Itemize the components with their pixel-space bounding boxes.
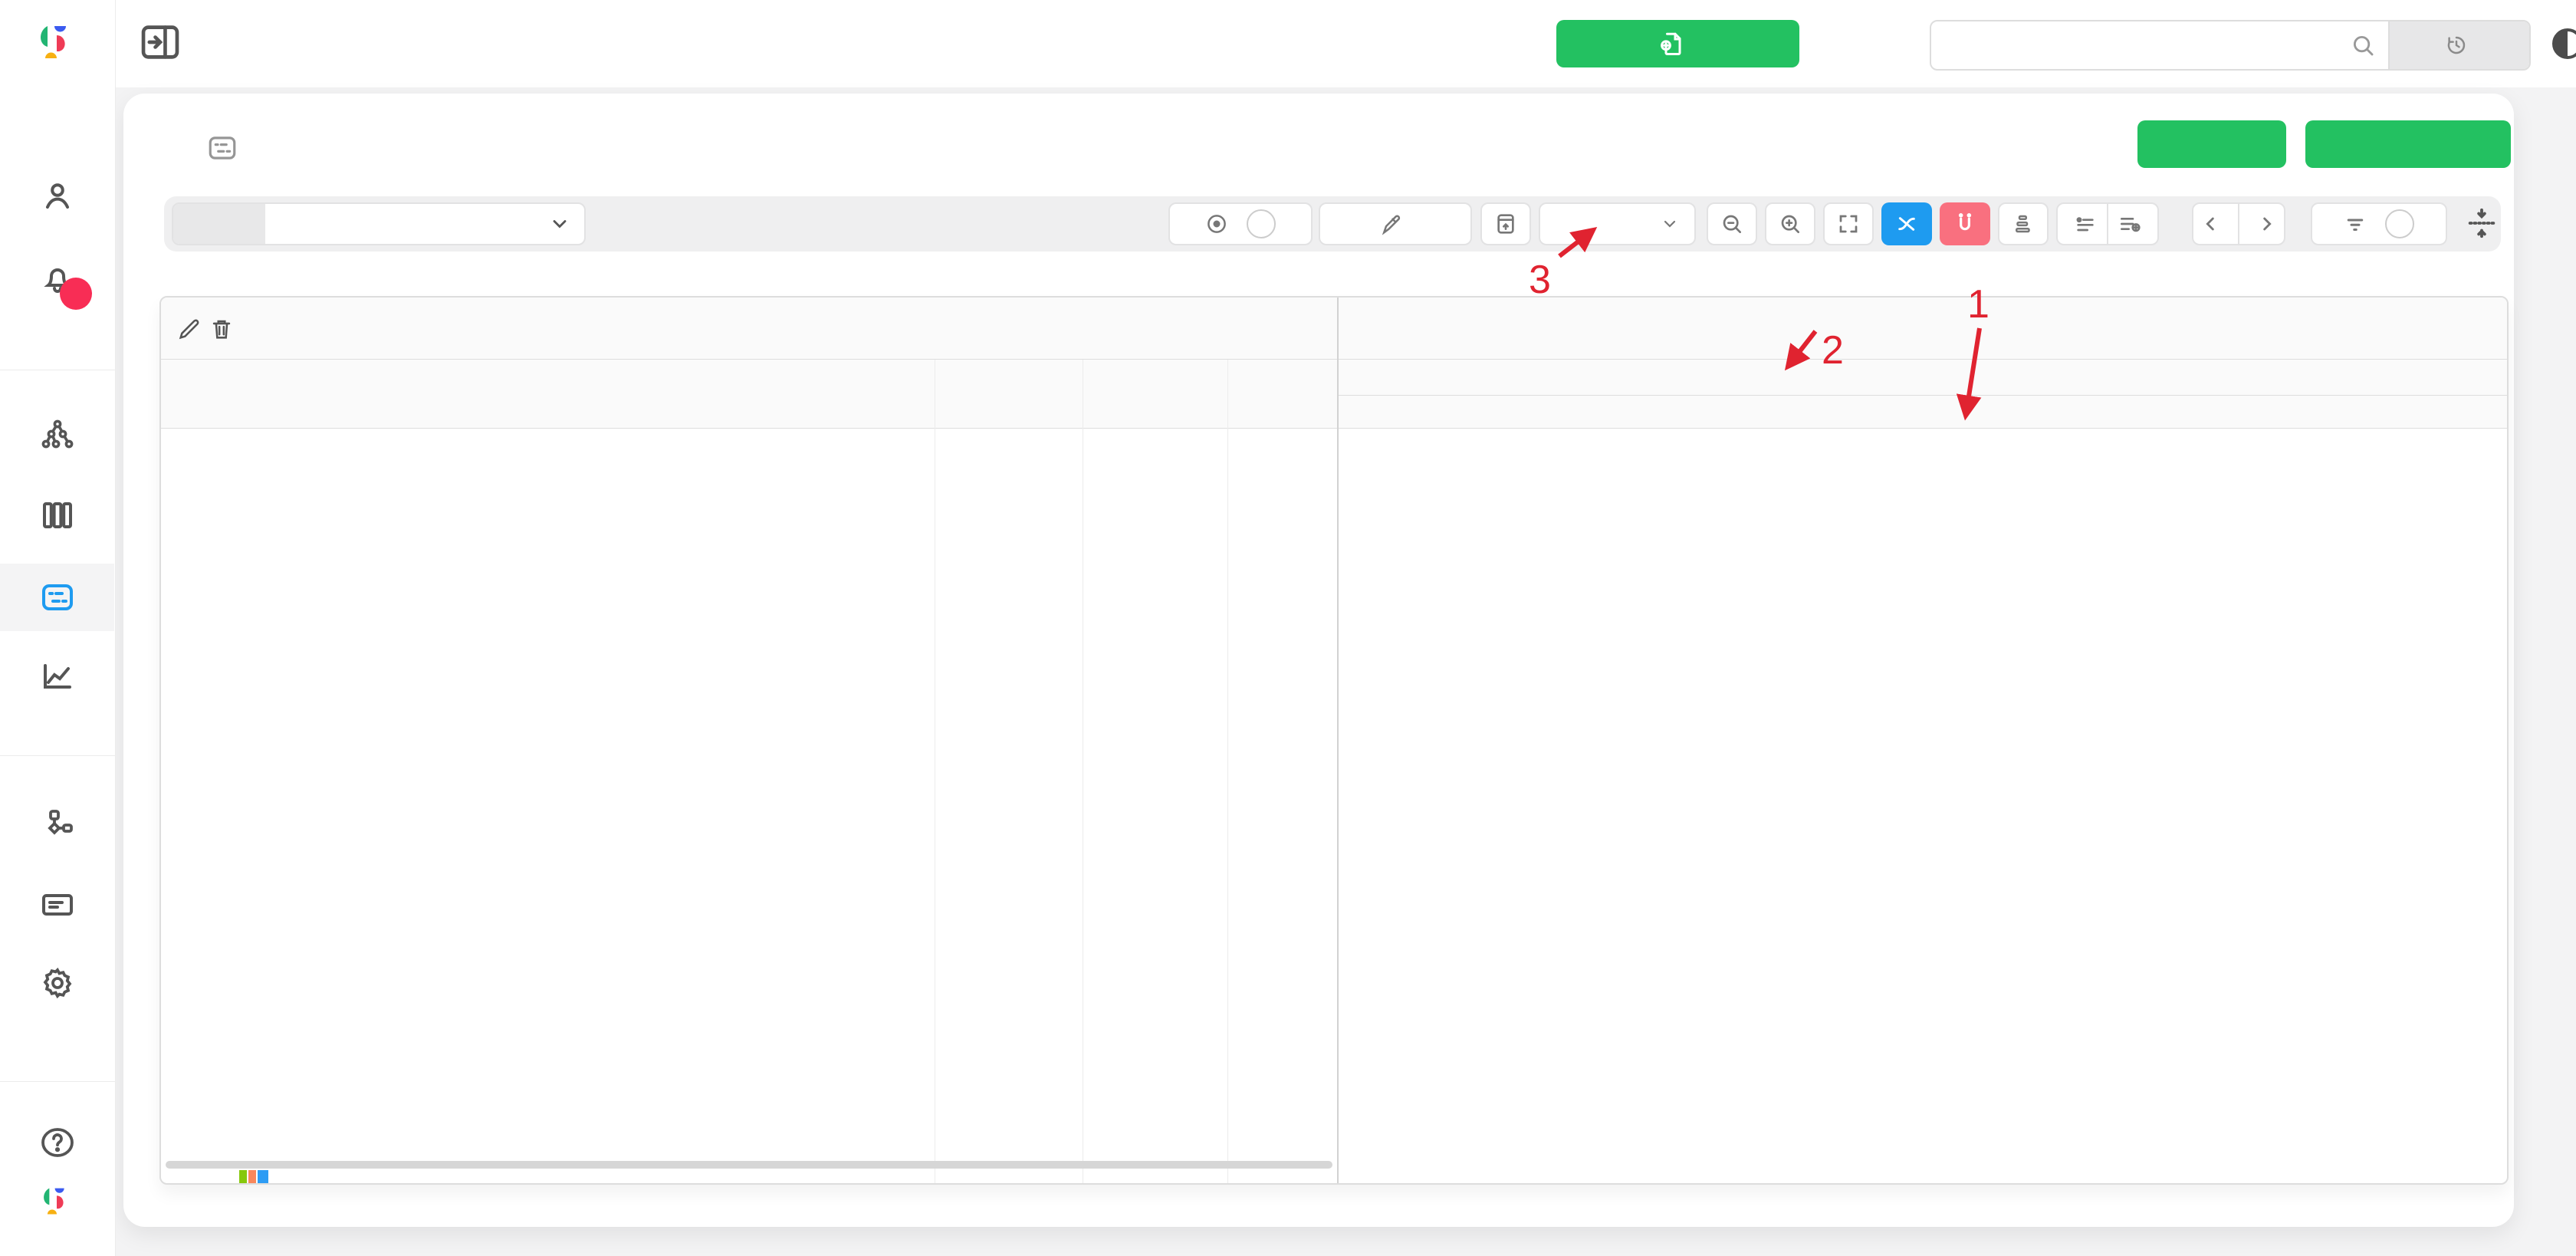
gantt-chart	[1337, 298, 2507, 1183]
timeline-weeks	[1337, 360, 2507, 396]
scenarios-button[interactable]	[1319, 202, 1472, 245]
column-headers	[161, 360, 1337, 429]
app-logo	[41, 26, 66, 58]
add-row-icon	[2121, 218, 2141, 232]
collapse-sidebar-icon[interactable]	[136, 18, 184, 66]
fullscreen-icon	[1839, 215, 1858, 233]
zoom-out-icon	[1723, 215, 1741, 233]
card-form-icon[interactable]	[39, 886, 76, 923]
settings-gear-icon[interactable]	[39, 965, 76, 1001]
eye-icon	[1208, 215, 1226, 233]
hierarchy-icon[interactable]	[39, 417, 76, 454]
panel-toggle-button[interactable]	[1480, 202, 1531, 245]
sidebar-divider	[0, 1081, 115, 1082]
topbar	[115, 0, 2576, 87]
chevron-right-icon[interactable]	[2249, 213, 2284, 235]
add-to-gantt-button[interactable]	[2305, 120, 2511, 168]
help-icon[interactable]	[39, 1124, 76, 1161]
scenarios-icon	[1382, 215, 1401, 235]
table-chart-divider	[1337, 298, 1339, 1183]
theme-toggle-icon[interactable]	[2549, 25, 2576, 62]
workflow-icon[interactable]	[39, 807, 76, 843]
filters-button[interactable]	[2311, 202, 2447, 245]
magnet-button[interactable]	[1940, 202, 1990, 245]
critical-path-button[interactable]	[1881, 202, 1932, 245]
critical-path-icon	[1898, 217, 1915, 231]
chevron-left-icon[interactable]	[2193, 213, 2229, 235]
page-title	[206, 132, 251, 164]
gantt-panel	[159, 296, 2509, 1185]
search-bar	[1930, 20, 2531, 71]
sidebar-divider	[0, 755, 115, 756]
chevron-down-icon	[553, 220, 567, 229]
gantt-icon[interactable]	[39, 579, 76, 616]
gantt-selector-tag	[173, 204, 265, 244]
outline-buttons[interactable]	[2056, 202, 2159, 245]
column-divider	[1227, 360, 1228, 1183]
create-new-button[interactable]	[2137, 120, 2286, 168]
recent-clock-icon	[2447, 36, 2466, 54]
reports-chart-icon[interactable]	[39, 658, 76, 695]
sidebar	[0, 0, 116, 1256]
zoom-level-select[interactable]	[1539, 202, 1696, 245]
panel-title-row	[161, 298, 1337, 360]
search-input[interactable]	[1931, 21, 2350, 69]
chevron-down-icon	[1664, 220, 1676, 228]
recent-button[interactable]	[2388, 21, 2529, 69]
filter-icon	[2347, 219, 2364, 231]
table-scrollbar[interactable]	[166, 1161, 1332, 1169]
fullscreen-button[interactable]	[1823, 202, 1874, 245]
sort-bars-icon	[2016, 215, 2030, 233]
profile-icon[interactable]	[39, 178, 76, 215]
search-icon[interactable]	[2350, 32, 2376, 58]
views-count	[1247, 209, 1276, 238]
delete-gantt-icon[interactable]	[209, 316, 235, 342]
timeline-nav-buttons[interactable]	[2192, 202, 2285, 245]
indent-icon	[2076, 217, 2094, 232]
request-item-button[interactable]	[1556, 20, 1799, 67]
filters-count	[2385, 209, 2414, 238]
zoom-in-icon	[1781, 215, 1799, 233]
app-logo-small	[44, 1188, 64, 1215]
panel-icon	[1497, 214, 1514, 234]
collapse-rows-icon[interactable]	[2464, 205, 2499, 241]
edit-gantt-icon[interactable]	[176, 316, 202, 342]
timeline-sprints	[1337, 396, 2507, 429]
request-doc-icon	[1660, 32, 1681, 55]
board-columns-icon[interactable]	[39, 497, 76, 534]
sort-bars-button[interactable]	[1998, 202, 2049, 245]
zoom-in-button[interactable]	[1765, 202, 1815, 245]
partial-row-stripes	[239, 1170, 285, 1183]
notification-count-badge	[60, 278, 92, 310]
track-progress-card	[123, 94, 2514, 1227]
views-button[interactable]	[1168, 202, 1313, 245]
zoom-out-button[interactable]	[1707, 202, 1757, 245]
timeline-months	[1337, 298, 2507, 360]
sidebar-active-highlight	[0, 564, 114, 631]
gantt-toolbar	[164, 196, 2501, 252]
magnet-icon	[1958, 212, 1972, 231]
gantt-title-icon	[209, 136, 236, 159]
gantt-selector[interactable]	[172, 202, 586, 245]
